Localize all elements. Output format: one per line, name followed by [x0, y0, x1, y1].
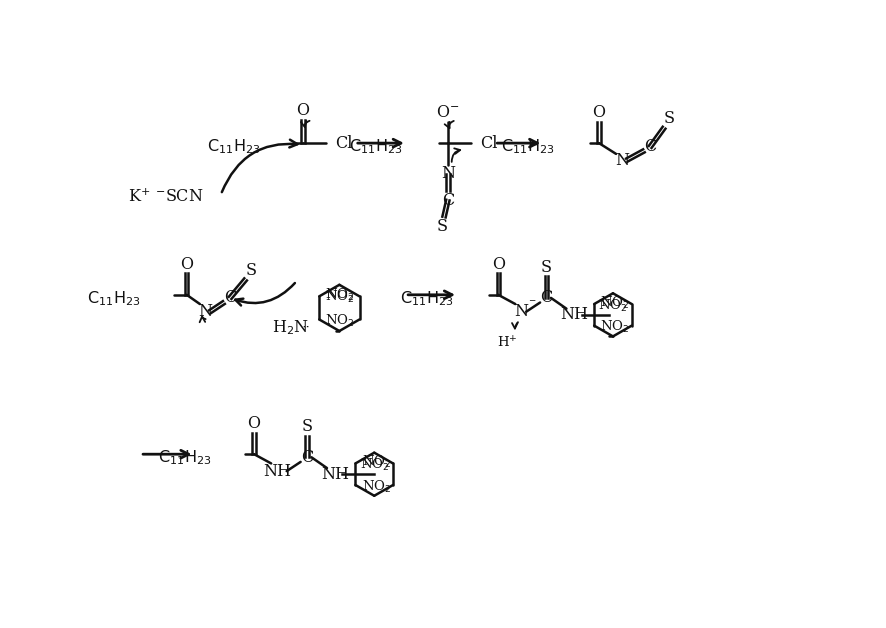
Text: $^{-}$: $^{-}$	[528, 298, 536, 311]
Text: C: C	[442, 192, 454, 208]
Text: N: N	[515, 303, 529, 320]
Text: NO$_2$: NO$_2$	[360, 457, 389, 473]
Text: H$_2$N$\!\ddot{}$: H$_2$N$\!\ddot{}$	[272, 318, 310, 337]
Text: NO$_2$: NO$_2$	[325, 313, 355, 329]
Text: $\mathrm{C_{11}H_{23}}$: $\mathrm{C_{11}H_{23}}$	[87, 290, 140, 308]
Text: N: N	[441, 165, 455, 182]
Text: NO$_2$: NO$_2$	[325, 287, 355, 303]
Text: C: C	[224, 290, 237, 306]
Text: O: O	[297, 102, 309, 119]
Text: NO$_2$: NO$_2$	[598, 298, 627, 313]
Text: NO$_2$: NO$_2$	[361, 454, 391, 470]
Text: O: O	[593, 104, 605, 121]
Text: NO$_2$: NO$_2$	[324, 289, 354, 305]
Text: NH: NH	[321, 466, 349, 483]
Text: H$^{+}$: H$^{+}$	[497, 335, 517, 350]
Text: Cl: Cl	[336, 134, 353, 151]
Text: $\mathrm{C_{11}H_{23}}$: $\mathrm{C_{11}H_{23}}$	[501, 138, 554, 156]
Text: S: S	[664, 110, 674, 127]
Text: O: O	[247, 415, 260, 432]
Text: K$^{+}$ $^{-}$SCN: K$^{+}$ $^{-}$SCN	[128, 188, 204, 205]
Text: O$^{-}$: O$^{-}$	[436, 104, 460, 121]
Text: NO$_2$: NO$_2$	[601, 319, 630, 335]
Text: S: S	[245, 262, 257, 279]
Text: $\mathrm{C_{11}H_{23}}$: $\mathrm{C_{11}H_{23}}$	[206, 138, 260, 156]
Text: N: N	[198, 303, 213, 320]
Text: Cl: Cl	[480, 134, 498, 151]
Text: $\mathrm{C_{11}H_{23}}$: $\mathrm{C_{11}H_{23}}$	[349, 138, 403, 156]
Text: NH: NH	[263, 463, 291, 480]
Text: NO$_2$: NO$_2$	[601, 295, 630, 311]
Text: C: C	[300, 449, 313, 466]
Text: $\mathrm{C_{11}H_{23}}$: $\mathrm{C_{11}H_{23}}$	[400, 290, 454, 308]
Text: S: S	[540, 259, 552, 276]
Text: N: N	[615, 151, 629, 168]
Text: NH: NH	[560, 306, 588, 323]
Text: S: S	[437, 218, 448, 235]
Text: NO$_2$: NO$_2$	[361, 479, 391, 495]
Text: O: O	[492, 256, 505, 273]
Text: $\mathrm{C_{11}H_{23}}$: $\mathrm{C_{11}H_{23}}$	[158, 448, 212, 467]
Text: C: C	[644, 138, 657, 156]
Text: O: O	[180, 256, 193, 273]
Text: C: C	[540, 290, 553, 306]
Text: S: S	[301, 418, 313, 435]
